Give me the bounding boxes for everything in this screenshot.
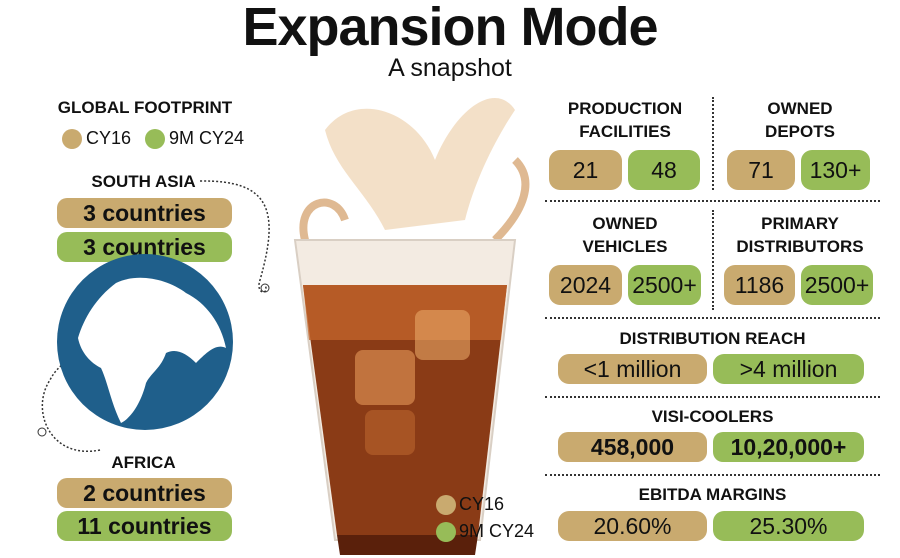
legend-cy24-label: 9M CY24 [459,521,535,541]
soda-glass-illustration [293,98,530,555]
distribution-reach-heading: DISTRIBUTION REACH [619,329,806,348]
production-facilities-heading: PRODUCTION FACILITIES [545,97,705,143]
production-cy16: 21 [549,150,622,190]
owned-vehicles-heading: OWNED VEHICLES [545,212,705,258]
africa-cy24: 11 countries [57,511,232,541]
ebitda-margins-heading: EBITDA MARGINS [638,485,787,504]
visi-coolers-heading: VISI-COOLERS [651,407,774,426]
legend-top: CY16 9M CY24 [62,128,244,149]
divider [545,317,880,319]
distributors-cy16: 1186 [724,265,795,305]
legend-cy16-label: CY16 [459,494,505,514]
divider [712,210,714,310]
divider [545,474,880,476]
depots-cy16: 71 [727,150,795,190]
page-title: Expansion Mode [242,0,658,57]
legend-cy16-label: CY16 [86,128,132,148]
heading-line: OWNED [767,99,833,118]
owned-depots-heading: OWNED DEPOTS [720,97,880,143]
reach-cy16: <1 million [558,354,707,384]
divider [712,97,714,190]
cy24-swatch [436,521,456,542]
legend-bottom-cy16: CY16 [436,494,504,515]
africa-heading: AFRICA [111,453,176,472]
heading-line: FACILITIES [579,122,671,141]
production-cy24: 48 [628,150,700,190]
cy16-swatch [62,128,82,149]
heading-line: PRODUCTION [567,99,683,118]
cy16-swatch [436,494,456,515]
vehicles-cy16: 2024 [549,265,622,305]
depots-cy24: 130+ [801,150,870,190]
coolers-cy16: 458,000 [558,432,707,462]
south-asia-cy16: 3 countries [57,198,232,228]
ebitda-cy24: 25.30% [713,511,864,541]
legend-bottom-cy24: 9M CY24 [436,521,534,542]
heading-line: PRIMARY [761,214,839,233]
page-subtitle: A snapshot [388,54,512,82]
coolers-cy24: 10,20,000+ [713,432,864,462]
cy24-swatch [145,128,166,149]
primary-distributors-heading: PRIMARY DISTRIBUTORS [718,212,882,258]
divider [545,200,880,202]
reach-cy24: >4 million [713,354,864,384]
divider [545,396,880,398]
legend-cy24-label: 9M CY24 [169,128,245,148]
vehicles-cy24: 2500+ [628,265,701,305]
ebitda-cy16: 20.60% [558,511,707,541]
heading-line: DEPOTS [765,122,835,141]
heading-line: DISTRIBUTORS [736,237,864,256]
globe-connectors [37,180,270,453]
africa-cy16: 2 countries [57,478,232,508]
heading-line: OWNED [592,214,658,233]
south-asia-heading: SOUTH ASIA [91,172,196,191]
heading-line: VEHICLES [582,237,668,256]
distributors-cy24: 2500+ [801,265,873,305]
globe-icon [57,254,233,430]
global-footprint-heading: GLOBAL FOOTPRINT [57,98,233,117]
